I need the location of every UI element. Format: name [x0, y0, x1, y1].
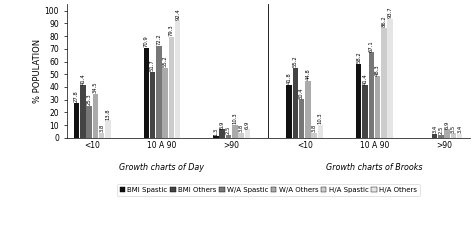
Text: 48.3: 48.3 [375, 64, 380, 76]
Bar [156, 46, 162, 138]
Bar [93, 94, 98, 138]
Text: 55.2: 55.2 [293, 55, 298, 67]
Text: 86.2: 86.2 [381, 16, 386, 27]
Text: 34.5: 34.5 [93, 82, 98, 93]
Text: 79.3: 79.3 [169, 25, 174, 36]
Text: 27.8: 27.8 [74, 90, 79, 102]
Text: 92.4: 92.4 [175, 8, 180, 20]
Text: 41.4: 41.4 [363, 73, 367, 85]
Text: Growth charts of Day: Growth charts of Day [119, 164, 204, 172]
Text: 3.4: 3.4 [432, 125, 437, 133]
Bar [80, 85, 86, 138]
Text: 13.8: 13.8 [106, 108, 110, 120]
Text: Growth charts of Brooks: Growth charts of Brooks [326, 164, 423, 172]
Text: 51.7: 51.7 [150, 60, 155, 71]
Bar [356, 64, 362, 138]
Bar [387, 19, 393, 138]
Bar [368, 52, 374, 138]
Text: 6.9: 6.9 [445, 120, 450, 129]
Bar [305, 81, 310, 138]
Bar [99, 133, 104, 138]
Text: 2.5: 2.5 [226, 126, 231, 134]
Text: 10.3: 10.3 [232, 113, 237, 124]
Text: 30.4: 30.4 [299, 87, 304, 99]
Y-axis label: % POPULATION: % POPULATION [33, 39, 42, 103]
Text: 25.3: 25.3 [87, 93, 91, 105]
Bar [175, 20, 181, 138]
Bar [362, 85, 368, 138]
Bar [232, 125, 237, 138]
Bar [238, 133, 244, 138]
Bar [286, 85, 292, 138]
Legend: BMI Spastic, BMI Others, W/A Spastic, W/A Others, H/A Spastic, H/A Others: BMI Spastic, BMI Others, W/A Spastic, W/… [117, 184, 419, 196]
Bar [318, 125, 323, 138]
Text: 41.4: 41.4 [81, 73, 85, 85]
Text: 67.1: 67.1 [369, 40, 374, 52]
Bar [219, 129, 225, 138]
Text: 6.9: 6.9 [220, 120, 225, 129]
Bar [292, 68, 298, 138]
Text: 3.5: 3.5 [451, 124, 456, 133]
Bar [451, 134, 456, 138]
Bar [150, 72, 155, 138]
Bar [381, 28, 387, 138]
Bar [144, 48, 149, 138]
Bar [86, 106, 92, 138]
Bar [457, 134, 463, 138]
Bar [105, 120, 111, 138]
Bar [311, 133, 317, 138]
Bar [74, 103, 79, 138]
Text: 58.2: 58.2 [356, 51, 361, 63]
Bar [375, 76, 380, 138]
Bar [432, 134, 438, 138]
Text: 3.4: 3.4 [457, 125, 462, 133]
Bar [245, 129, 250, 138]
Text: 93.7: 93.7 [388, 6, 392, 18]
Bar [299, 99, 304, 138]
Bar [445, 129, 450, 138]
Text: 55.2: 55.2 [163, 55, 168, 67]
Bar [213, 136, 219, 138]
Text: 2.5: 2.5 [438, 126, 443, 134]
Text: 72.2: 72.2 [156, 34, 161, 45]
Bar [226, 135, 231, 138]
Text: 3.8: 3.8 [99, 124, 104, 133]
Text: 3.8: 3.8 [311, 124, 317, 133]
Text: 6.9: 6.9 [245, 120, 250, 129]
Text: 3.8: 3.8 [238, 124, 244, 133]
Text: 44.8: 44.8 [305, 69, 310, 80]
Bar [169, 37, 174, 138]
Text: 10.3: 10.3 [318, 113, 323, 124]
Bar [162, 68, 168, 138]
Bar [438, 135, 444, 138]
Text: 41.8: 41.8 [287, 72, 292, 84]
Text: 1.3: 1.3 [213, 128, 219, 136]
Text: 70.9: 70.9 [144, 35, 149, 47]
